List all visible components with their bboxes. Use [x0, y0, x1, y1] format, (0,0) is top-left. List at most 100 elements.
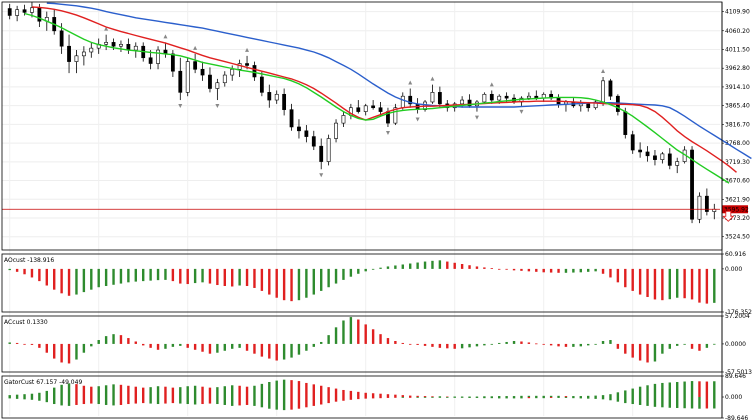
histogram-bar	[698, 397, 701, 409]
histogram-bar	[349, 397, 353, 400]
histogram-bar	[379, 393, 382, 397]
histogram-bar	[646, 397, 649, 406]
histogram-bar	[371, 268, 375, 270]
histogram-bar	[231, 397, 234, 406]
histogram-bar	[75, 397, 78, 405]
candle	[341, 111, 346, 127]
histogram-bar	[646, 385, 649, 397]
histogram-bar	[171, 387, 175, 397]
histogram-bar	[216, 387, 219, 397]
histogram-bar	[75, 343, 78, 360]
histogram-bar	[646, 268, 649, 298]
candle	[467, 94, 472, 108]
histogram-bar	[587, 395, 590, 397]
candle	[148, 50, 153, 70]
histogram-bar	[223, 397, 226, 405]
histogram-bar	[386, 338, 390, 344]
down-arrow-icon	[722, 210, 735, 222]
histogram-bar	[275, 397, 278, 410]
histogram-bar	[705, 268, 709, 304]
histogram-bar	[638, 397, 642, 405]
fractal-down-icon	[215, 104, 220, 109]
candle-body	[667, 153, 672, 166]
histogram-bar	[282, 268, 286, 301]
histogram-bar	[60, 384, 63, 397]
histogram-bar	[498, 397, 501, 399]
histogram-bar	[549, 343, 553, 346]
histogram-bar	[8, 342, 11, 344]
fractal-down-icon	[474, 115, 479, 120]
histogram-bar	[371, 329, 375, 344]
histogram-bar	[327, 268, 330, 288]
candle	[326, 134, 331, 166]
histogram-bar	[193, 397, 197, 405]
candle-body	[437, 92, 442, 105]
candle-body	[267, 92, 272, 101]
histogram-bar	[275, 343, 278, 361]
current-price-badge	[722, 205, 748, 214]
histogram-bar	[119, 335, 123, 344]
histogram-bar	[683, 381, 686, 397]
histogram-bar	[312, 268, 315, 295]
candle	[15, 5, 20, 22]
histogram-bar	[460, 264, 464, 269]
candle-body	[185, 61, 190, 93]
histogram-bar	[616, 268, 620, 283]
histogram-bar	[549, 395, 553, 397]
y-tick-label: 0.0000	[725, 341, 746, 348]
candle	[267, 84, 272, 108]
y-tick-label: 3670.60	[725, 178, 750, 185]
histogram-bar	[416, 395, 419, 397]
histogram-bar	[260, 397, 264, 408]
candle-body	[282, 93, 287, 110]
histogram-bar	[446, 343, 449, 349]
histogram-bar	[594, 343, 597, 345]
histogram-bar	[572, 343, 575, 347]
histogram-bar	[446, 396, 449, 398]
candle	[208, 67, 212, 93]
histogram-bar	[512, 396, 516, 397]
histogram-bar	[394, 394, 397, 397]
candle	[133, 42, 138, 58]
histogram-bar	[290, 343, 293, 358]
histogram-bar	[416, 262, 419, 269]
histogram-bar	[527, 397, 531, 399]
histogram-bar	[668, 397, 671, 408]
candle-body	[119, 43, 123, 47]
candle-body	[193, 61, 198, 70]
candle-body	[504, 95, 509, 99]
histogram-bar	[483, 396, 486, 398]
histogram-bar	[453, 397, 456, 398]
candle-body	[601, 80, 605, 103]
histogram-bar	[282, 379, 286, 397]
histogram-bar	[557, 395, 560, 397]
histogram-bar	[676, 268, 679, 298]
histogram-bar	[75, 384, 78, 397]
histogram-bar	[320, 385, 323, 397]
histogram-bar	[564, 397, 568, 398]
y-tick-label: 3768.00	[725, 140, 750, 147]
histogram-bar	[245, 386, 249, 397]
y-tick-label: -89.646	[725, 415, 748, 420]
histogram-bar	[305, 268, 308, 298]
candle-body	[274, 93, 279, 101]
candle-body	[7, 8, 12, 16]
y-tick-label: 4011.50	[725, 46, 750, 53]
histogram-bar	[67, 343, 71, 364]
current-price-label: 3595.92	[724, 206, 749, 213]
histogram-bar	[394, 265, 397, 269]
histogram-bar	[409, 395, 412, 397]
histogram-bar	[505, 396, 508, 397]
histogram-bar	[223, 343, 226, 351]
candle-body	[311, 136, 316, 147]
histogram-bar	[713, 381, 716, 397]
histogram-bar	[297, 397, 301, 409]
fractal-up-icon	[489, 82, 494, 87]
candle-body	[222, 74, 227, 84]
histogram-bar	[253, 397, 256, 406]
histogram-bar	[327, 335, 330, 344]
histogram-bar	[171, 268, 175, 282]
candle-body	[304, 130, 309, 137]
candle-body	[297, 126, 301, 132]
histogram-bar	[587, 397, 590, 399]
